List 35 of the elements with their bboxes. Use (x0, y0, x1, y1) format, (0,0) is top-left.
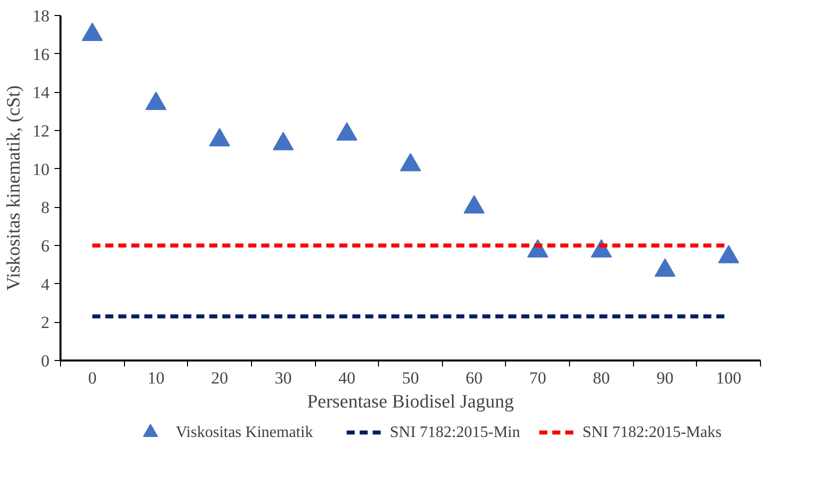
point (400, 152, 421, 172)
x-tick-label: 30 (274, 368, 292, 388)
y-tick-label: 12 (32, 122, 50, 140)
x-tick-label: 50 (402, 368, 419, 388)
y-tick-label: 16 (32, 44, 50, 64)
y-axis-title: Viskositas kinematik, (cSt) (4, 85, 24, 291)
x-tick-label: 100 (716, 368, 742, 388)
x-tick-label: 80 (592, 368, 610, 388)
y-tick-label: 2 (41, 313, 50, 332)
x-tick-label: 60 (466, 368, 483, 388)
point (272, 132, 294, 150)
y-tick-label: 0 (41, 352, 50, 370)
y-tick-label: 10 (32, 160, 50, 179)
y-tick-label: 18 (32, 6, 50, 26)
y-tick-label: 6 (41, 236, 50, 256)
x-tick-label: 0 (88, 368, 97, 388)
point (654, 258, 676, 277)
point (209, 128, 230, 146)
y-tick-label: 14 (32, 83, 50, 102)
x-tick-label: 40 (338, 368, 356, 388)
point (336, 122, 358, 141)
legend-label: SNI 7182:2015-Maks (582, 424, 722, 441)
legend-label: Viskositas Kinematik (176, 424, 313, 441)
point (145, 92, 166, 110)
point (718, 244, 740, 264)
y-tick-label: 8 (41, 198, 50, 218)
y-tick-label: 4 (41, 274, 50, 294)
x-axis-title: Persentase Biodisel Jagung (307, 392, 514, 412)
x-tick-label: 90 (656, 368, 674, 388)
legend-label: SNI 7182:2015-Min (390, 424, 520, 441)
x-tick-label: 70 (529, 368, 546, 388)
point (464, 195, 485, 214)
x-tick-label: 10 (147, 368, 164, 388)
x-tick-label: 20 (211, 368, 228, 388)
point (82, 22, 103, 41)
